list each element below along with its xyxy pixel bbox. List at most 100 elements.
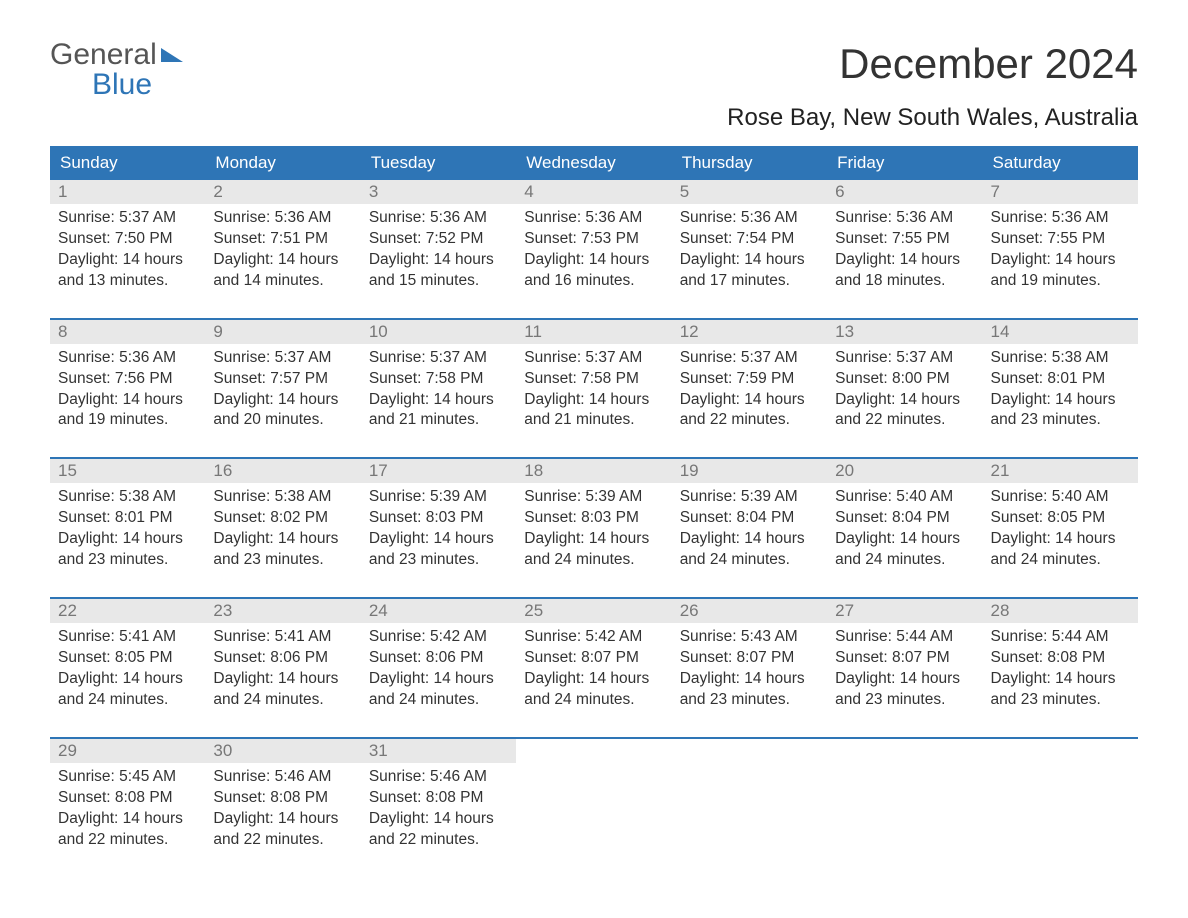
sunrise-line: Sunrise: 5:37 AM xyxy=(835,348,974,369)
calendar-day-cell: 25 Sunrise: 5:42 AMSunset: 8:07 PMDayligh… xyxy=(516,598,671,738)
sunrise-line: Sunrise: 5:41 AM xyxy=(58,627,197,648)
sunrise-line: Sunrise: 5:37 AM xyxy=(680,348,819,369)
day-details: Sunrise: 5:36 AMSunset: 7:54 PMDaylight:… xyxy=(672,204,827,292)
day-details: Sunrise: 5:37 AMSunset: 7:58 PMDaylight:… xyxy=(516,344,671,432)
daylight-line: Daylight: 14 hours and 23 minutes. xyxy=(213,529,352,571)
title-block: December 2024 Rose Bay, New South Wales,… xyxy=(727,40,1138,138)
day-number: 9 xyxy=(205,320,360,344)
sunrise-line: Sunrise: 5:45 AM xyxy=(58,767,197,788)
daylight-line: Daylight: 14 hours and 23 minutes. xyxy=(991,390,1130,432)
day-number: 2 xyxy=(205,180,360,204)
daylight-line: Daylight: 14 hours and 24 minutes. xyxy=(991,529,1130,571)
sunset-line: Sunset: 7:58 PM xyxy=(524,369,663,390)
daylight-line: Daylight: 14 hours and 23 minutes. xyxy=(991,669,1130,711)
daylight-line: Daylight: 14 hours and 18 minutes. xyxy=(835,250,974,292)
day-details: Sunrise: 5:41 AMSunset: 8:06 PMDaylight:… xyxy=(205,623,360,711)
sunset-line: Sunset: 7:51 PM xyxy=(213,229,352,250)
sunset-line: Sunset: 8:08 PM xyxy=(58,788,197,809)
day-header: Saturday xyxy=(983,146,1138,180)
sunset-line: Sunset: 8:07 PM xyxy=(524,648,663,669)
daylight-line: Daylight: 14 hours and 16 minutes. xyxy=(524,250,663,292)
calendar-day-cell: 8Sunrise: 5:36 AMSunset: 7:56 PMDaylight… xyxy=(50,319,205,459)
sunrise-line: Sunrise: 5:38 AM xyxy=(991,348,1130,369)
calendar-day-cell: 16Sunrise: 5:38 AMSunset: 8:02 PMDayligh… xyxy=(205,458,360,598)
sunrise-line: Sunrise: 5:37 AM xyxy=(58,208,197,229)
day-details: Sunrise: 5:39 AMSunset: 8:04 PMDaylight:… xyxy=(672,483,827,571)
day-number: 13 xyxy=(827,320,982,344)
daylight-line: Daylight: 14 hours and 24 minutes. xyxy=(524,669,663,711)
sunset-line: Sunset: 8:08 PM xyxy=(213,788,352,809)
sunrise-line: Sunrise: 5:42 AM xyxy=(369,627,508,648)
sunrise-line: Sunrise: 5:37 AM xyxy=(369,348,508,369)
sunrise-line: Sunrise: 5:36 AM xyxy=(524,208,663,229)
day-number: 28 xyxy=(983,599,1138,623)
day-header: Monday xyxy=(205,146,360,180)
daylight-line: Daylight: 14 hours and 24 minutes. xyxy=(835,529,974,571)
day-details: Sunrise: 5:43 AMSunset: 8:07 PMDaylight:… xyxy=(672,623,827,711)
calendar-day-cell: 3Sunrise: 5:36 AMSunset: 7:52 PMDaylight… xyxy=(361,180,516,319)
day-details: Sunrise: 5:36 AMSunset: 7:55 PMDaylight:… xyxy=(983,204,1138,292)
day-number: 20 xyxy=(827,459,982,483)
sunrise-line: Sunrise: 5:46 AM xyxy=(213,767,352,788)
day-details: Sunrise: 5:37 AMSunset: 7:50 PMDaylight:… xyxy=(50,204,205,292)
logo-line2: Blue xyxy=(50,70,183,100)
sunset-line: Sunset: 8:02 PM xyxy=(213,508,352,529)
day-details: Sunrise: 5:37 AMSunset: 7:57 PMDaylight:… xyxy=(205,344,360,432)
calendar-day-cell: 10Sunrise: 5:37 AMSunset: 7:58 PMDayligh… xyxy=(361,319,516,459)
sunrise-line: Sunrise: 5:37 AM xyxy=(524,348,663,369)
calendar-day-cell: 20Sunrise: 5:40 AMSunset: 8:04 PMDayligh… xyxy=(827,458,982,598)
sunset-line: Sunset: 8:01 PM xyxy=(991,369,1130,390)
calendar-day-cell: 26Sunrise: 5:43 AMSunset: 8:07 PMDayligh… xyxy=(672,598,827,738)
calendar-day-cell: 2Sunrise: 5:36 AMSunset: 7:51 PMDaylight… xyxy=(205,180,360,319)
day-number: 4 xyxy=(516,180,671,204)
calendar-table: Sunday Monday Tuesday Wednesday Thursday… xyxy=(50,146,1138,876)
daylight-line: Daylight: 14 hours and 24 minutes. xyxy=(213,669,352,711)
calendar-day-cell: 14Sunrise: 5:38 AMSunset: 8:01 PMDayligh… xyxy=(983,319,1138,459)
calendar-week-row: 29Sunrise: 5:45 AMSunset: 8:08 PMDayligh… xyxy=(50,738,1138,877)
daylight-line: Daylight: 14 hours and 14 minutes. xyxy=(213,250,352,292)
sunset-line: Sunset: 8:05 PM xyxy=(991,508,1130,529)
day-details: Sunrise: 5:42 AMSunset: 8:06 PMDaylight:… xyxy=(361,623,516,711)
sunset-line: Sunset: 7:59 PM xyxy=(680,369,819,390)
calendar-day-cell: 9Sunrise: 5:37 AMSunset: 7:57 PMDaylight… xyxy=(205,319,360,459)
location-subtitle: Rose Bay, New South Wales, Australia xyxy=(727,104,1138,132)
day-details: Sunrise: 5:45 AMSunset: 8:08 PMDaylight:… xyxy=(50,763,205,851)
sunset-line: Sunset: 8:03 PM xyxy=(524,508,663,529)
calendar-day-cell: 12Sunrise: 5:37 AMSunset: 7:59 PMDayligh… xyxy=(672,319,827,459)
day-number: 12 xyxy=(672,320,827,344)
calendar-day-cell: 27Sunrise: 5:44 AMSunset: 8:07 PMDayligh… xyxy=(827,598,982,738)
sunrise-line: Sunrise: 5:39 AM xyxy=(369,487,508,508)
daylight-line: Daylight: 14 hours and 22 minutes. xyxy=(58,809,197,851)
calendar-day-cell xyxy=(672,738,827,877)
sunset-line: Sunset: 7:52 PM xyxy=(369,229,508,250)
day-number: 25 xyxy=(516,599,671,623)
sunrise-line: Sunrise: 5:39 AM xyxy=(524,487,663,508)
daylight-line: Daylight: 14 hours and 19 minutes. xyxy=(991,250,1130,292)
day-number: 29 xyxy=(50,739,205,763)
sunset-line: Sunset: 8:00 PM xyxy=(835,369,974,390)
sunrise-line: Sunrise: 5:42 AM xyxy=(524,627,663,648)
daylight-line: Daylight: 14 hours and 23 minutes. xyxy=(369,529,508,571)
day-details: Sunrise: 5:41 AMSunset: 8:05 PMDaylight:… xyxy=(50,623,205,711)
day-number: 6 xyxy=(827,180,982,204)
day-number: 22 xyxy=(50,599,205,623)
day-details: Sunrise: 5:36 AMSunset: 7:56 PMDaylight:… xyxy=(50,344,205,432)
sunset-line: Sunset: 8:08 PM xyxy=(991,648,1130,669)
sunset-line: Sunset: 7:53 PM xyxy=(524,229,663,250)
sunrise-line: Sunrise: 5:36 AM xyxy=(58,348,197,369)
calendar-day-cell: 4 Sunrise: 5:36 AMSunset: 7:53 PMDaylight… xyxy=(516,180,671,319)
calendar-day-cell: 6Sunrise: 5:36 AMSunset: 7:55 PMDaylight… xyxy=(827,180,982,319)
calendar-day-cell: 29Sunrise: 5:45 AMSunset: 8:08 PMDayligh… xyxy=(50,738,205,877)
calendar-day-cell: 1Sunrise: 5:37 AMSunset: 7:50 PMDaylight… xyxy=(50,180,205,319)
day-number: 27 xyxy=(827,599,982,623)
calendar-week-row: 22Sunrise: 5:41 AMSunset: 8:05 PMDayligh… xyxy=(50,598,1138,738)
daylight-line: Daylight: 14 hours and 23 minutes. xyxy=(680,669,819,711)
sunrise-line: Sunrise: 5:37 AM xyxy=(213,348,352,369)
day-header: Sunday xyxy=(50,146,205,180)
sunrise-line: Sunrise: 5:43 AM xyxy=(680,627,819,648)
daylight-line: Daylight: 14 hours and 24 minutes. xyxy=(58,669,197,711)
sunset-line: Sunset: 8:05 PM xyxy=(58,648,197,669)
day-header: Wednesday xyxy=(516,146,671,180)
daylight-line: Daylight: 14 hours and 19 minutes. xyxy=(58,390,197,432)
day-header-row: Sunday Monday Tuesday Wednesday Thursday… xyxy=(50,146,1138,180)
